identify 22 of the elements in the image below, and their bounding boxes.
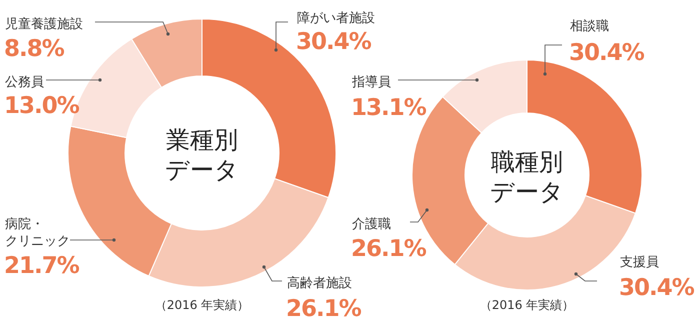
data-label: 30.4% [296,29,372,55]
slice-label: 障がい者施設 [297,10,375,26]
data-label: 26.1% [286,296,362,322]
text: 職種別データ [490,148,564,206]
data-label: 26.1% [351,236,427,262]
data-label: 13.0% [4,93,80,119]
slice-label: 公務員 [5,74,44,90]
data-label: 30.4% [569,40,645,66]
slice-label: 児童養護施設 [5,16,83,32]
data-label: 13.1% [351,95,427,121]
data-label: 30.4% [619,275,695,301]
slice-label: 支援員 [620,254,659,270]
slice-label: 介護職 [352,216,391,232]
text: 業種別データ [165,126,239,184]
text: （2016 年実績） [480,298,574,312]
slice-label: 相談職 [570,18,609,34]
slice-label: 高齢者施設 [287,274,352,291]
data-label: 8.8% [4,36,65,62]
text: （2016 年実績） [154,298,250,312]
slice-label: 指導員 [351,74,391,90]
data-label: 21.7% [4,253,80,279]
slice-label: 病院・クリニック [5,216,70,249]
